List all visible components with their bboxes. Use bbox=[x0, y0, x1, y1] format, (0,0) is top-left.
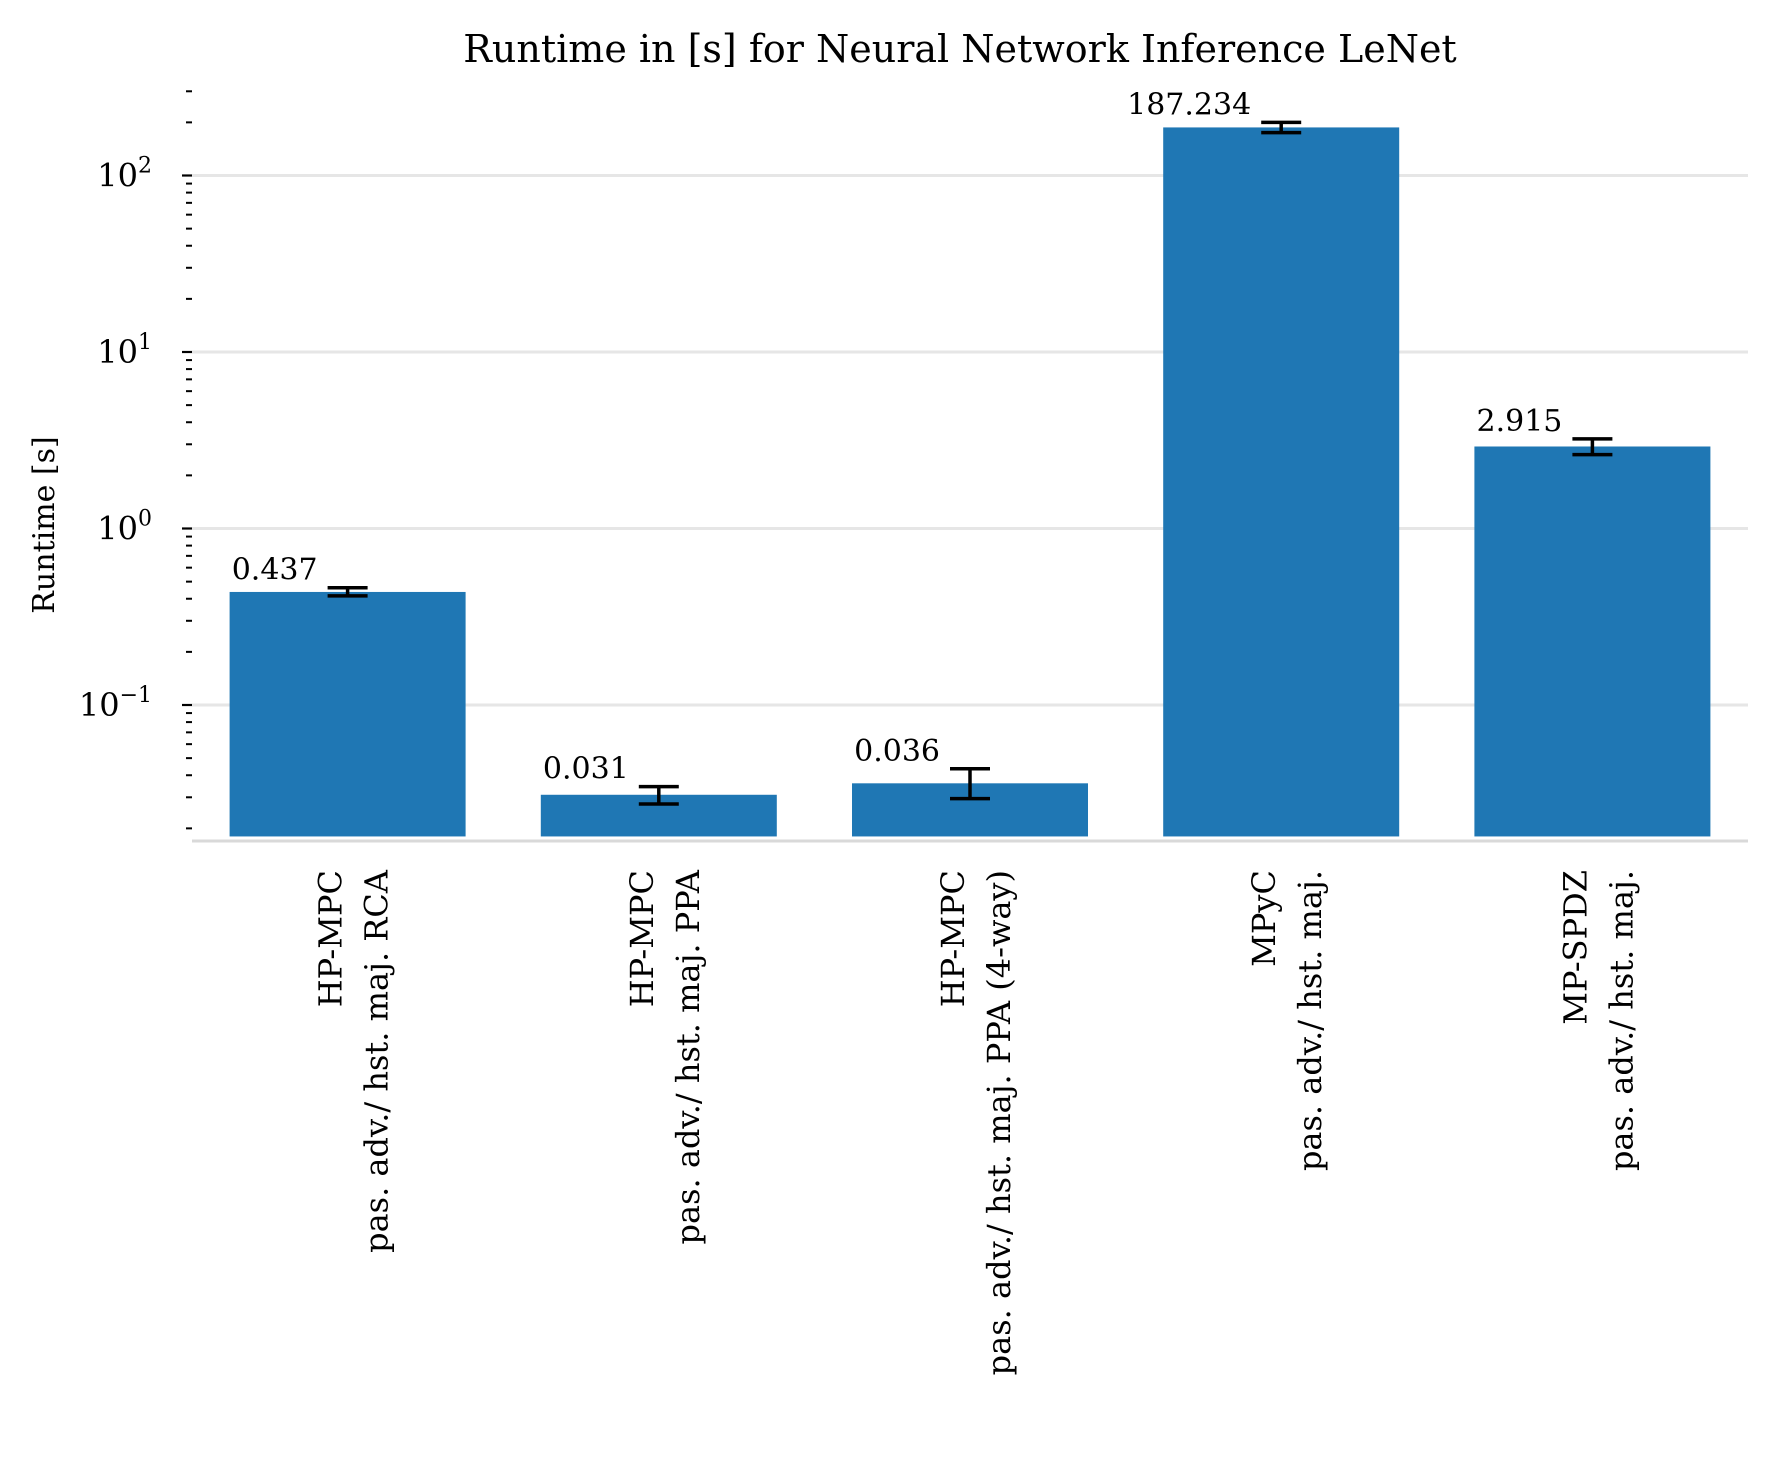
chart-title: Runtime in [s] for Neural Network Infere… bbox=[463, 27, 1456, 71]
category-label-1-line1: HP-MPC bbox=[623, 870, 661, 1007]
bars bbox=[229, 127, 1711, 837]
value-label-0: 0.437 bbox=[232, 553, 318, 588]
error-bar-1 bbox=[638, 784, 679, 806]
value-label-2: 0.036 bbox=[854, 734, 940, 769]
category-label-3-line1: MPyC bbox=[1245, 870, 1283, 967]
category-label-4-line2: pas. adv./ hst. maj. bbox=[1602, 870, 1640, 1171]
category-label-4-line1: MP-SPDZ bbox=[1556, 870, 1594, 1025]
error-bar-2 bbox=[950, 767, 990, 801]
category-label-0-line2: pas. adv./ hst. maj. RCA bbox=[358, 869, 396, 1253]
category-label-0-line1: HP-MPC bbox=[312, 870, 350, 1007]
y-tick-label-2: 101 bbox=[97, 330, 152, 371]
y-tick-label-0: 10−1 bbox=[79, 683, 152, 724]
bar-4 bbox=[1474, 446, 1711, 837]
y-minor-ticks bbox=[186, 90, 192, 830]
y-tick-label-3: 102 bbox=[97, 154, 152, 195]
y-tick-label-1: 100 bbox=[97, 507, 152, 548]
y-major-ticks: 10−1 100 101 102 bbox=[79, 154, 192, 724]
category-label-1-line2: pas. adv./ hst. maj. PPA bbox=[669, 869, 707, 1244]
error-bar-4 bbox=[1572, 437, 1613, 457]
category-label-2-line1: HP-MPC bbox=[934, 870, 972, 1007]
value-label-3: 187.234 bbox=[1127, 87, 1251, 122]
value-labels: 0.437 0.031 0.036 187.234 2.915 bbox=[232, 87, 1563, 786]
category-labels: HP-MPC pas. adv./ hst. maj. RCA HP-MPC pas.… bbox=[312, 869, 1641, 1375]
category-label-3-line2: pas. adv./ hst. maj. bbox=[1291, 870, 1329, 1171]
error-bar-0 bbox=[327, 585, 368, 598]
y-axis-label: Runtime [s] bbox=[27, 436, 62, 613]
value-label-1: 0.031 bbox=[543, 752, 629, 787]
bar-0 bbox=[229, 591, 466, 837]
category-label-2-line2: pas. adv./ hst. maj. PPA (4-way) bbox=[980, 870, 1018, 1375]
error-bar-3 bbox=[1261, 120, 1302, 135]
error-bars bbox=[327, 120, 1613, 806]
value-label-4: 2.915 bbox=[1477, 404, 1563, 439]
bar-3 bbox=[1163, 127, 1400, 837]
